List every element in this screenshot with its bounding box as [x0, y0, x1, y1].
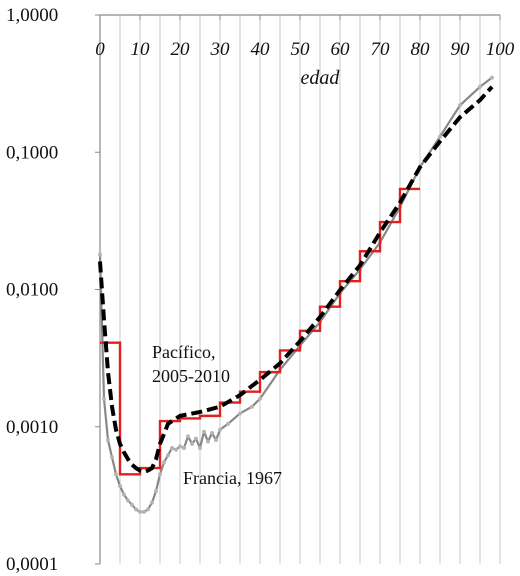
- francia-data-point: [150, 500, 154, 505]
- x-tick-label: 0: [95, 39, 105, 60]
- francia-data-point: [478, 84, 482, 89]
- francia-data-point: [130, 502, 134, 507]
- francia-data-point: [146, 507, 150, 512]
- series-pacifico-step-line: [100, 187, 420, 476]
- annotation-label: Pacífico,: [152, 342, 215, 362]
- francia-data-point: [126, 498, 130, 503]
- annotation-label: Francia, 1967: [183, 468, 282, 488]
- francia-data-point: [158, 472, 162, 477]
- francia-data-point: [238, 411, 242, 416]
- francia-data-point: [142, 509, 146, 514]
- francia-data-point: [226, 421, 230, 426]
- francia-data-point: [138, 509, 142, 514]
- francia-data-point: [182, 446, 186, 451]
- francia-data-point: [198, 446, 202, 451]
- x-tick-label: 90: [451, 39, 471, 60]
- labels-layer: 0,0001 0,0010 0,0100 0,1000 1,0000 0 10 20 30 40 5…: [6, 5, 515, 575]
- francia-data-point: [458, 103, 462, 108]
- francia-data-point: [178, 444, 182, 449]
- x-tick-label: 10: [131, 39, 151, 60]
- x-tick-label: 40: [251, 39, 271, 60]
- grid-layer: [119, 15, 501, 564]
- x-tick-label: 20: [171, 39, 191, 60]
- francia-data-point: [166, 453, 170, 458]
- y-tick-label: 0,0010: [6, 417, 58, 438]
- francia-data-point: [154, 489, 158, 494]
- x-tick-label: 100: [486, 39, 515, 60]
- annotation-label: 2005-2010: [152, 366, 230, 386]
- francia-data-point: [170, 446, 174, 451]
- axes-layer: [95, 14, 501, 565]
- francia-data-point: [134, 507, 138, 512]
- x-axis-label: edad: [301, 67, 341, 89]
- francia-data-point: [98, 252, 102, 257]
- francia-data-point: [102, 396, 106, 401]
- x-tick-label: 70: [371, 39, 391, 60]
- francia-data-point: [218, 427, 222, 432]
- y-tick-label: 0,0001: [6, 554, 58, 575]
- francia-data-point: [210, 431, 214, 436]
- francia-data-point: [250, 404, 254, 409]
- y-tick-label: 0,1000: [6, 142, 58, 163]
- francia-data-point: [186, 434, 190, 439]
- francia-data-point: [174, 447, 178, 452]
- x-tick-label: 50: [291, 39, 311, 60]
- francia-data-point: [118, 484, 122, 489]
- francia-data-point: [206, 439, 210, 444]
- series-model-dashed-line: [98, 85, 494, 474]
- francia-data-point: [106, 438, 110, 443]
- x-tick-label: 60: [331, 39, 351, 60]
- francia-data-point: [258, 396, 262, 401]
- x-tick-label: 30: [210, 39, 231, 60]
- x-tick-label: 80: [411, 39, 431, 60]
- francia-data-point: [190, 441, 194, 446]
- francia-data-point: [114, 472, 118, 477]
- francia-data-point: [214, 438, 218, 443]
- francia-data-point: [202, 429, 206, 434]
- series-layer: [98, 75, 494, 514]
- francia-data-point: [194, 436, 198, 441]
- francia-data-point: [162, 460, 166, 465]
- francia-data-point: [110, 455, 114, 460]
- francia-data-point: [490, 75, 494, 80]
- francia-data-point: [122, 492, 126, 497]
- y-tick-label: 0,0100: [6, 280, 58, 301]
- francia-data-point: [438, 134, 442, 139]
- y-tick-label: 1,0000: [6, 5, 58, 26]
